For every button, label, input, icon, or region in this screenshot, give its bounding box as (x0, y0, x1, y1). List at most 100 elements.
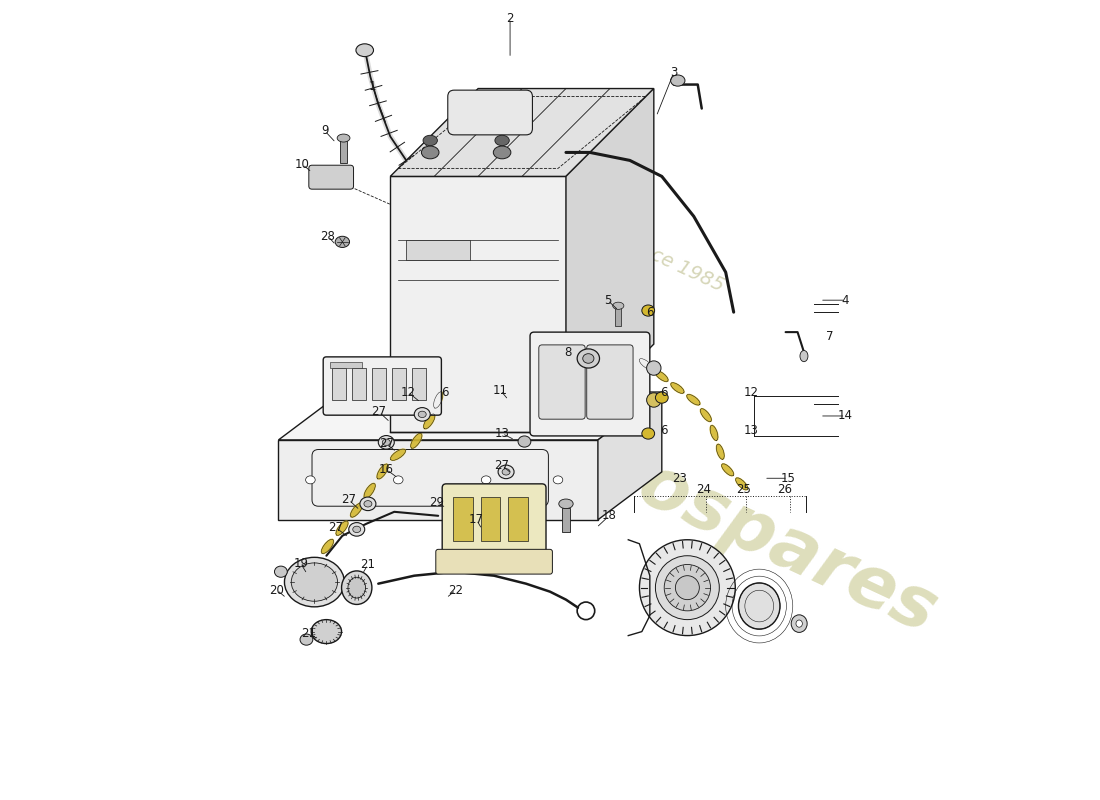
Ellipse shape (285, 558, 344, 607)
Polygon shape (377, 464, 388, 479)
Ellipse shape (656, 392, 668, 403)
Polygon shape (566, 89, 653, 432)
Ellipse shape (647, 361, 661, 375)
Ellipse shape (796, 620, 802, 627)
FancyBboxPatch shape (586, 345, 634, 419)
Polygon shape (364, 483, 375, 498)
Text: 22: 22 (449, 583, 463, 597)
Ellipse shape (342, 571, 372, 605)
Polygon shape (686, 394, 700, 405)
Ellipse shape (613, 302, 624, 310)
Text: 21: 21 (361, 558, 375, 571)
Bar (406, 240, 470, 260)
Text: 5: 5 (604, 294, 612, 306)
Polygon shape (424, 414, 434, 429)
Text: 20: 20 (270, 583, 284, 597)
Text: 10: 10 (295, 158, 310, 171)
Text: 28: 28 (320, 230, 336, 242)
Bar (352, 368, 366, 400)
Bar (411, 368, 426, 400)
Ellipse shape (348, 578, 365, 598)
Polygon shape (351, 503, 363, 518)
Text: 29: 29 (429, 496, 444, 509)
Ellipse shape (338, 134, 350, 142)
Text: 26: 26 (778, 483, 792, 496)
Ellipse shape (498, 465, 514, 478)
FancyBboxPatch shape (442, 484, 546, 556)
Text: 1: 1 (368, 81, 376, 94)
Text: 27: 27 (329, 522, 343, 534)
Text: 11: 11 (493, 384, 508, 397)
Text: 3: 3 (670, 66, 678, 79)
Text: 7: 7 (826, 330, 834, 342)
Text: 14: 14 (838, 410, 853, 422)
Polygon shape (278, 392, 662, 440)
Text: 6: 6 (441, 386, 449, 398)
Text: 6: 6 (646, 306, 653, 318)
Text: 6: 6 (660, 386, 668, 398)
Text: 23: 23 (672, 472, 686, 485)
Polygon shape (722, 464, 734, 476)
Polygon shape (701, 409, 712, 422)
Ellipse shape (578, 349, 600, 368)
Text: 19: 19 (294, 558, 308, 570)
Polygon shape (433, 392, 443, 408)
Ellipse shape (647, 393, 661, 407)
Polygon shape (321, 539, 333, 554)
Ellipse shape (800, 350, 808, 362)
Bar (392, 368, 406, 400)
Polygon shape (671, 382, 684, 394)
Ellipse shape (656, 556, 719, 620)
Ellipse shape (349, 522, 365, 536)
Text: 6: 6 (660, 424, 668, 437)
Text: 8: 8 (564, 346, 572, 358)
Text: a passion for parts since 1985: a passion for parts since 1985 (452, 154, 727, 295)
Ellipse shape (292, 563, 338, 602)
Ellipse shape (641, 305, 654, 316)
Ellipse shape (639, 540, 735, 635)
Polygon shape (654, 370, 668, 382)
Polygon shape (390, 449, 406, 460)
Polygon shape (711, 426, 718, 441)
Text: 25: 25 (736, 483, 750, 496)
Text: 15: 15 (781, 472, 795, 485)
Bar (372, 368, 386, 400)
Text: 2: 2 (506, 12, 514, 25)
FancyBboxPatch shape (530, 332, 650, 436)
Polygon shape (390, 89, 653, 176)
Ellipse shape (336, 236, 350, 247)
Ellipse shape (415, 407, 430, 421)
Ellipse shape (495, 135, 509, 146)
Text: 12: 12 (744, 386, 759, 398)
Text: 16: 16 (378, 463, 394, 476)
Text: 24: 24 (696, 483, 711, 496)
FancyBboxPatch shape (539, 345, 585, 419)
Text: 12: 12 (400, 386, 416, 398)
Text: 13: 13 (744, 424, 759, 437)
Text: 27: 27 (378, 438, 394, 450)
Ellipse shape (378, 435, 394, 449)
Ellipse shape (583, 354, 594, 363)
Ellipse shape (424, 135, 438, 146)
Bar (330, 362, 362, 368)
Text: 4: 4 (842, 294, 849, 306)
FancyBboxPatch shape (309, 166, 353, 189)
Text: 27: 27 (341, 494, 356, 506)
Polygon shape (736, 478, 748, 490)
Text: 13: 13 (495, 427, 509, 440)
Text: 18: 18 (602, 510, 616, 522)
Ellipse shape (675, 576, 700, 600)
Bar (332, 368, 346, 400)
Text: 17: 17 (469, 514, 484, 526)
Text: eurospares: eurospares (504, 392, 947, 647)
Ellipse shape (360, 497, 376, 510)
Ellipse shape (671, 75, 685, 86)
Polygon shape (598, 392, 662, 520)
FancyBboxPatch shape (436, 550, 552, 574)
FancyBboxPatch shape (448, 90, 532, 135)
Polygon shape (278, 440, 598, 520)
Ellipse shape (493, 146, 510, 159)
Ellipse shape (311, 620, 342, 643)
Ellipse shape (353, 526, 361, 533)
Ellipse shape (518, 436, 531, 447)
